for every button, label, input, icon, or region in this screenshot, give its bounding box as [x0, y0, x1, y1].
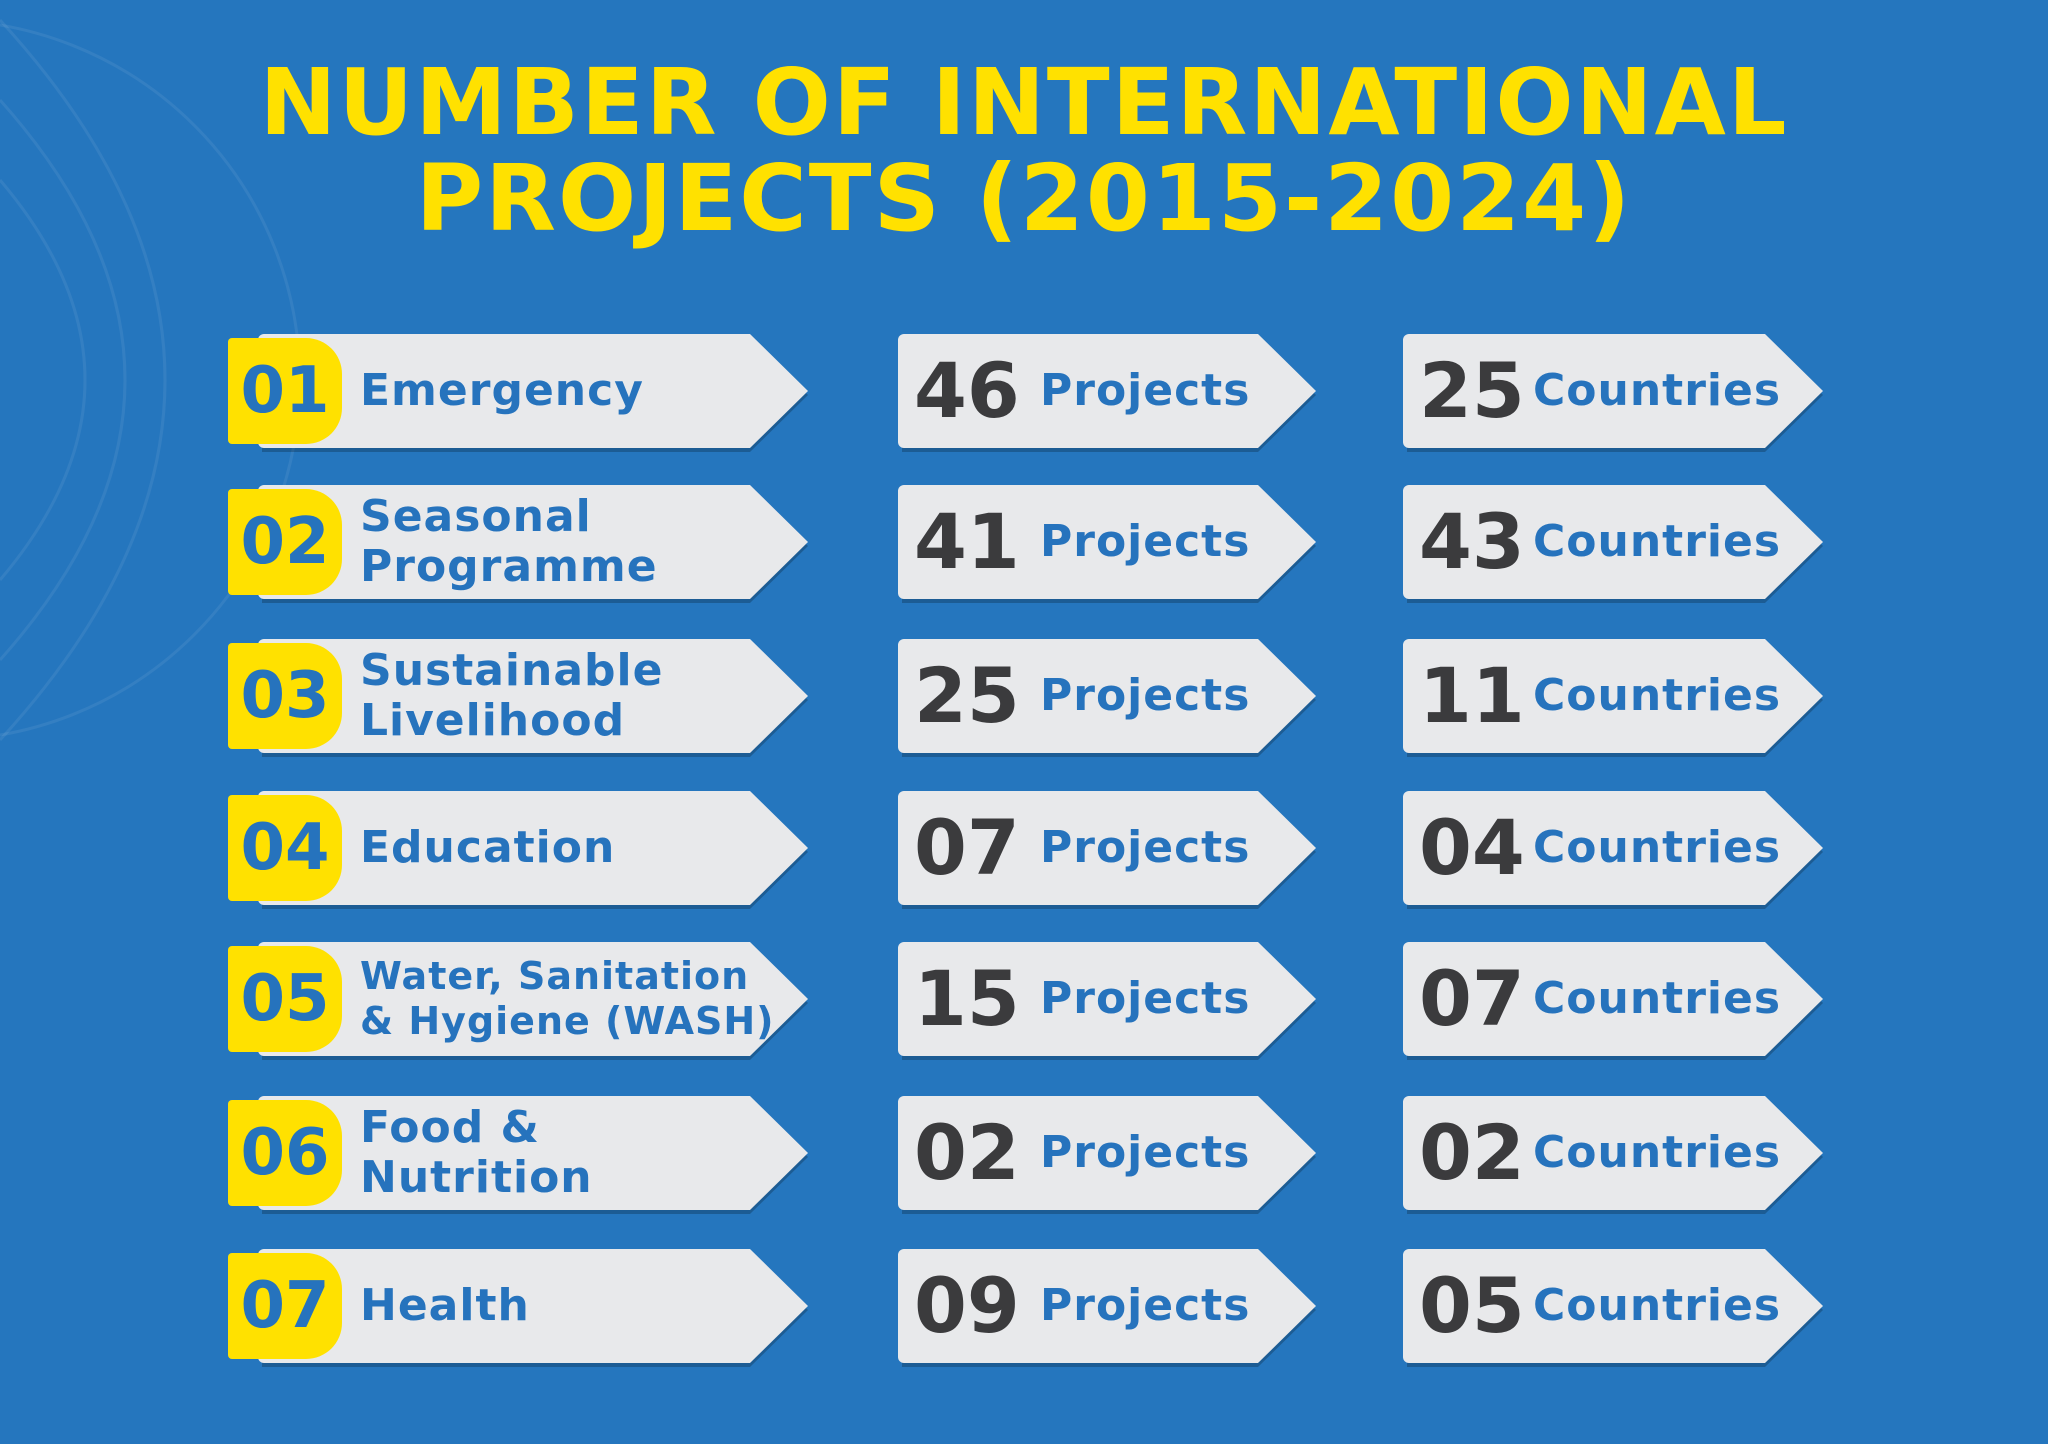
index-badge: 04	[228, 795, 342, 901]
card-shape	[1403, 639, 1823, 753]
title-line-1: NUMBER OF INTERNATIONAL	[259, 49, 1789, 156]
index-badge: 05	[228, 946, 342, 1052]
countries-card: 07 Countries	[1403, 942, 1823, 1056]
card-shape	[258, 1249, 808, 1363]
projects-card: 25 Projects	[898, 639, 1316, 753]
index-badge: 01	[228, 338, 342, 444]
card-shape	[258, 942, 808, 1056]
card-shape	[1403, 1249, 1823, 1363]
category-card: 07 Health	[228, 1249, 808, 1363]
category-card: 05 Water, Sanitation & Hygiene (WASH)	[228, 942, 808, 1056]
page-title: NUMBER OF INTERNATIONAL PROJECTS (2015-2…	[0, 55, 2048, 247]
index-badge: 06	[228, 1100, 342, 1206]
index-badge: 03	[228, 643, 342, 749]
projects-unit: Projects	[1040, 516, 1251, 567]
countries-unit: Countries	[1533, 822, 1782, 873]
card-shape	[258, 791, 808, 905]
projects-card: 09 Projects	[898, 1249, 1316, 1363]
category-line: Food &	[360, 1102, 540, 1153]
projects-unit: Projects	[1040, 973, 1251, 1024]
category-card: 01 Emergency	[228, 334, 808, 448]
projects-card: 02 Projects	[898, 1096, 1316, 1210]
countries-card: 43 Countries	[1403, 485, 1823, 599]
projects-card: 41 Projects	[898, 485, 1316, 599]
countries-unit: Countries	[1533, 1127, 1782, 1178]
category-line: Health	[360, 1280, 530, 1331]
projects-count: 07	[914, 803, 1020, 892]
countries-card: 05 Countries	[1403, 1249, 1823, 1363]
category-label: Food & Nutrition	[360, 1096, 593, 1210]
projects-unit: Projects	[1040, 1127, 1251, 1178]
countries-count: 04	[1419, 803, 1525, 892]
countries-count: 11	[1419, 651, 1525, 740]
countries-count: 05	[1419, 1261, 1525, 1350]
card-shape	[898, 791, 1316, 905]
countries-count: 02	[1419, 1108, 1525, 1197]
countries-count: 25	[1419, 346, 1525, 435]
category-card: 02 Seasonal Programme	[228, 485, 808, 599]
countries-count: 43	[1419, 497, 1525, 586]
countries-card: 25 Countries	[1403, 334, 1823, 448]
category-line: Nutrition	[360, 1152, 593, 1203]
card-shape	[258, 334, 808, 448]
category-label: Seasonal Programme	[360, 485, 658, 599]
category-line: Programme	[360, 541, 658, 592]
projects-count: 09	[914, 1261, 1020, 1350]
projects-unit: Projects	[1040, 1280, 1251, 1331]
category-label: Health	[360, 1249, 530, 1363]
category-label: Education	[360, 791, 615, 905]
countries-unit: Countries	[1533, 516, 1782, 567]
category-card: 04 Education	[228, 791, 808, 905]
countries-card: 04 Countries	[1403, 791, 1823, 905]
card-shape	[898, 942, 1316, 1056]
card-shape	[898, 1249, 1316, 1363]
card-shape	[258, 1096, 808, 1210]
countries-unit: Countries	[1533, 1280, 1782, 1331]
projects-count: 02	[914, 1108, 1020, 1197]
card-shape	[1403, 334, 1823, 448]
card-shape	[898, 485, 1316, 599]
category-line: Livelihood	[360, 695, 626, 746]
category-line: Education	[360, 822, 616, 873]
category-card: 03 Sustainable Livelihood	[228, 639, 808, 753]
category-label: Water, Sanitation & Hygiene (WASH)	[360, 942, 775, 1056]
projects-unit: Projects	[1040, 822, 1251, 873]
card-shape	[258, 639, 808, 753]
category-line: Emergency	[360, 365, 644, 416]
card-shape	[898, 639, 1316, 753]
category-line: Seasonal	[360, 491, 592, 542]
title-line-2: PROJECTS (2015-2024)	[415, 145, 1633, 252]
projects-unit: Projects	[1040, 670, 1251, 721]
card-shape	[1403, 1096, 1823, 1210]
countries-unit: Countries	[1533, 973, 1782, 1024]
index-badge: 07	[228, 1253, 342, 1359]
category-label: Sustainable Livelihood	[360, 639, 663, 753]
countries-unit: Countries	[1533, 365, 1782, 416]
card-shape	[1403, 791, 1823, 905]
countries-card: 11 Countries	[1403, 639, 1823, 753]
card-shape	[1403, 485, 1823, 599]
projects-count: 46	[914, 346, 1020, 435]
category-line: Sustainable	[360, 645, 664, 696]
projects-unit: Projects	[1040, 365, 1251, 416]
countries-count: 07	[1419, 954, 1525, 1043]
category-card: 06 Food & Nutrition	[228, 1096, 808, 1210]
projects-count: 15	[914, 954, 1020, 1043]
card-shape	[1403, 942, 1823, 1056]
projects-count: 41	[914, 497, 1020, 586]
projects-card: 07 Projects	[898, 791, 1316, 905]
card-shape	[898, 334, 1316, 448]
card-shape	[258, 485, 808, 599]
countries-card: 02 Countries	[1403, 1096, 1823, 1210]
countries-unit: Countries	[1533, 670, 1782, 721]
card-shape	[898, 1096, 1316, 1210]
category-line: Water, Sanitation	[360, 954, 750, 998]
projects-count: 25	[914, 651, 1020, 740]
projects-card: 46 Projects	[898, 334, 1316, 448]
category-label: Emergency	[360, 334, 644, 448]
projects-card: 15 Projects	[898, 942, 1316, 1056]
index-badge: 02	[228, 489, 342, 595]
category-line: & Hygiene (WASH)	[360, 999, 775, 1043]
